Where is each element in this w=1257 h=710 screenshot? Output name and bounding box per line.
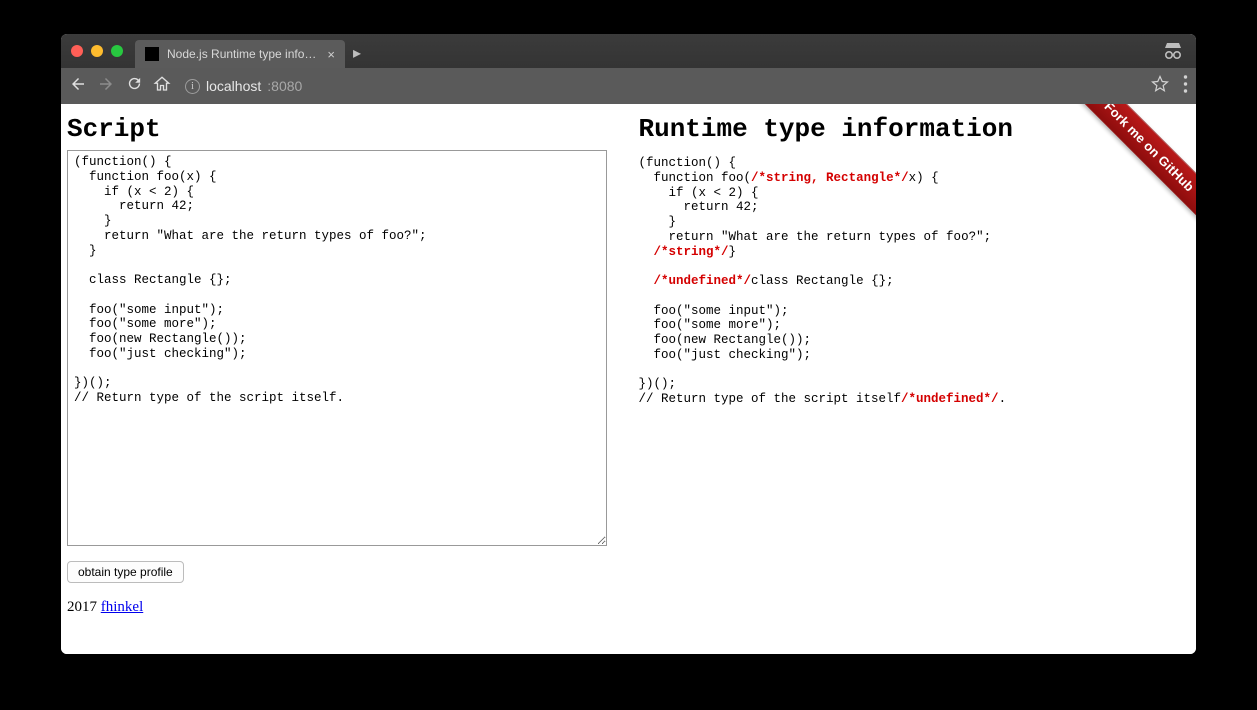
minimize-window-button[interactable] <box>91 45 103 57</box>
obtain-type-profile-label: obtain type profile <box>78 565 173 579</box>
obtain-type-profile-button[interactable]: obtain type profile <box>67 561 184 583</box>
url-port: :8080 <box>267 78 302 94</box>
tab-title: Node.js Runtime type informat <box>167 47 319 61</box>
script-heading: Script <box>67 114 619 144</box>
url-host: localhost <box>206 78 261 94</box>
window-controls <box>71 45 123 57</box>
zoom-window-button[interactable] <box>111 45 123 57</box>
close-window-button[interactable] <box>71 45 83 57</box>
browser-window: Node.js Runtime type informat × ▸ i <box>61 34 1196 654</box>
address-bar: i localhost :8080 <box>61 68 1196 104</box>
script-column: Script <box>67 108 619 551</box>
menu-icon[interactable] <box>1183 75 1188 98</box>
footer-year: 2017 <box>67 599 101 615</box>
site-info-icon[interactable]: i <box>185 79 200 94</box>
annotated-output: (function() { function foo(/*string, Rec… <box>639 156 1191 407</box>
tab-close-icon[interactable]: × <box>327 47 335 62</box>
url-omnibox[interactable]: i localhost :8080 <box>181 73 1141 99</box>
forward-button[interactable] <box>97 75 115 98</box>
reload-button[interactable] <box>125 75 143 97</box>
footer: 2017 fhinkel <box>67 599 1196 616</box>
titlebar: Node.js Runtime type informat × ▸ <box>61 34 1196 68</box>
browser-tab[interactable]: Node.js Runtime type informat × <box>135 40 345 68</box>
new-tab-button[interactable]: ▸ <box>353 43 361 63</box>
script-textarea[interactable] <box>67 150 607 546</box>
back-button[interactable] <box>69 75 87 98</box>
home-button[interactable] <box>153 75 171 98</box>
incognito-icon <box>1162 41 1184 66</box>
footer-author-label: fhinkel <box>101 599 144 615</box>
tab-favicon <box>145 47 159 61</box>
output-column: Runtime type information (function() { f… <box>639 108 1191 551</box>
bookmark-star-icon[interactable] <box>1151 75 1169 98</box>
footer-author-link[interactable]: fhinkel <box>101 599 144 615</box>
page-content: Fork me on GitHub Script Runtime type in… <box>61 104 1196 654</box>
